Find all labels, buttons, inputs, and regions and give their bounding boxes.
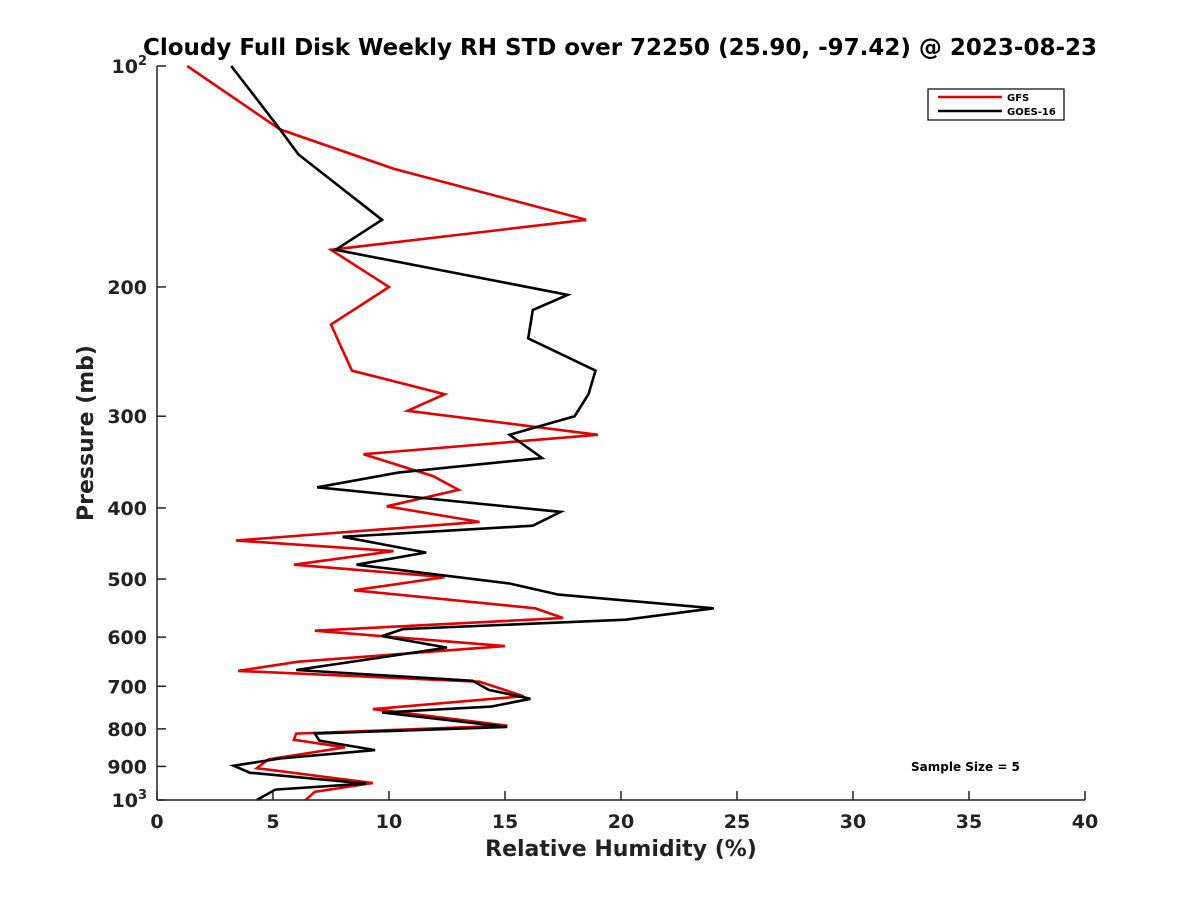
legend-box (927, 88, 1065, 121)
y-tick-label: 600 (107, 627, 147, 649)
y-tick-label: 800 (107, 719, 147, 741)
y-tick-label: 500 (107, 569, 147, 591)
legend-label-gfs: GFS (1007, 93, 1029, 104)
y-tick-label: 200 (107, 277, 147, 299)
x-axis-label: Relative Humidity (%) (485, 837, 757, 862)
x-tick-label: 0 (150, 811, 163, 833)
legend: GFS GOES-16 (927, 88, 1065, 121)
x-tick-label: 30 (840, 811, 866, 833)
y-ticks: 102 200 300 400 500 600 700 800 900 103 (107, 54, 166, 812)
x-tick-label: 40 (1072, 811, 1098, 833)
y-tick-label: 102 (112, 54, 148, 78)
x-tick-label: 35 (956, 811, 982, 833)
x-tick-label: 10 (376, 811, 402, 833)
x-tick-label: 15 (492, 811, 518, 833)
x-tick-label: 25 (724, 811, 750, 833)
x-ticks: 0 5 10 15 20 25 30 35 40 (150, 791, 1098, 833)
y-axis-label: Pressure (mb) (74, 345, 99, 521)
series-line-gfs (186, 64, 598, 801)
y-tick-label: 300 (107, 406, 147, 428)
plot-area (157, 66, 1085, 800)
series-layer (186, 64, 714, 802)
series-line-goes16 (228, 65, 714, 802)
x-tick-label: 5 (266, 811, 279, 833)
legend-label-goes16: GOES-16 (1007, 107, 1056, 118)
chart-title: Cloudy Full Disk Weekly RH STD over 7225… (143, 35, 1097, 61)
y-tick-label: 103 (112, 788, 148, 812)
sample-size-annotation: Sample Size = 5 (911, 760, 1020, 774)
y-tick-label: 700 (107, 676, 147, 698)
x-tick-label: 20 (608, 811, 634, 833)
y-tick-label: 900 (107, 756, 147, 778)
y-tick-label: 400 (107, 498, 147, 520)
